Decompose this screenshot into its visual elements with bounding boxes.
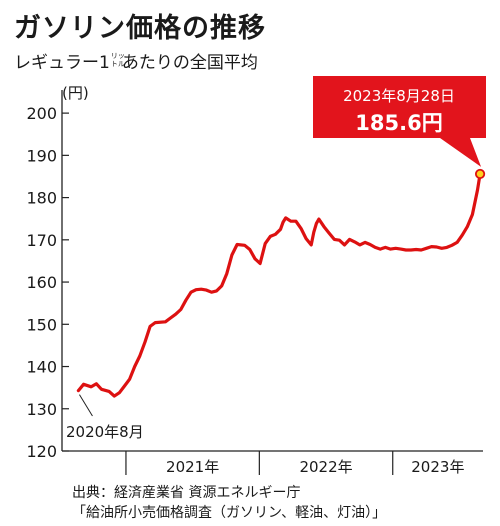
callout-date-label: 2023年8月28日: [343, 87, 455, 105]
price-series-line: [76, 172, 482, 398]
y-tick-label-190: 190: [26, 146, 57, 165]
source-line-1: 出典：経済産業省 資源エネルギー庁: [72, 485, 301, 501]
start-annotation-leader: [79, 394, 93, 417]
end-value-callout-box: [313, 76, 486, 167]
y-tick-label-140: 140: [26, 358, 57, 377]
subtitle-rest: あたりの全国平均: [121, 53, 258, 73]
y-tick-label-130: 130: [26, 400, 57, 419]
x-year-label-2021: 2021年: [166, 458, 219, 476]
y-tick-label-160: 160: [26, 273, 57, 292]
y-tick-label-120: 120: [26, 442, 57, 461]
chart-title: ガソリン価格の推移: [14, 13, 266, 44]
y-tick-label-200: 200: [26, 104, 57, 123]
y-tick-label-150: 150: [26, 315, 57, 334]
callout-value-label: 185.6円: [355, 111, 442, 135]
subtitle-main: レギュラー1: [14, 53, 110, 73]
y-tick-label-180: 180: [26, 189, 57, 208]
source-line-2: 「給油所小売価格調査（ガソリン、軽油、灯油）」: [72, 505, 387, 521]
subtitle-unit-ruby: リッ トル: [110, 52, 125, 68]
x-year-label-2023: 2023年: [411, 458, 464, 476]
x-year-label-2022: 2022年: [299, 458, 352, 476]
chart-subtitle: レギュラー1 リッ トル あたりの全国平均: [14, 48, 258, 73]
y-tick-label-170: 170: [26, 231, 57, 250]
ruby-bottom: トル: [110, 60, 125, 68]
y-axis-unit-label: (円): [62, 84, 89, 102]
start-annotation-label: 2020年8月: [66, 423, 144, 441]
latest-data-point: [474, 168, 486, 180]
ruby-top: リッ: [110, 52, 125, 60]
